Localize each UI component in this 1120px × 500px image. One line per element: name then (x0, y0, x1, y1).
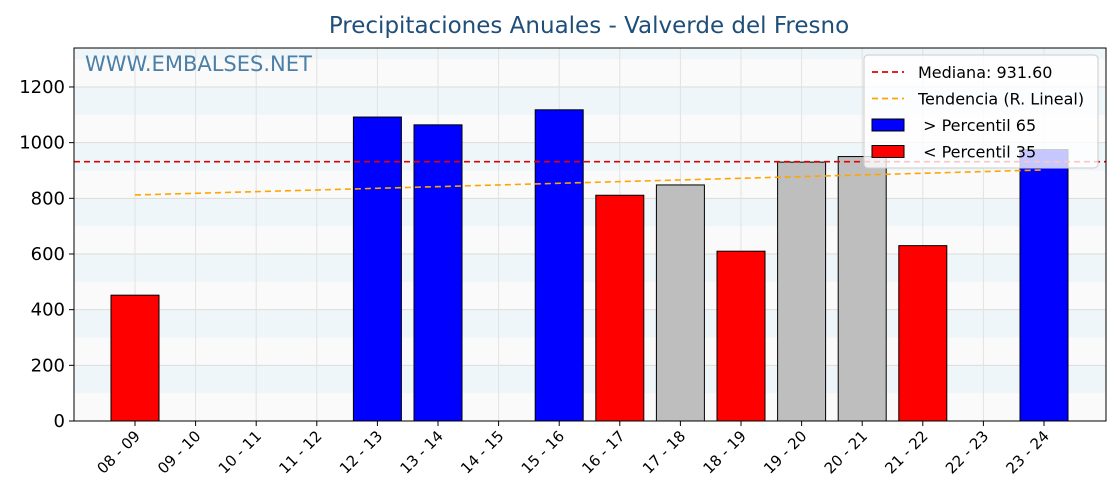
x-tick-label: 11 - 12 (275, 427, 325, 477)
y-tick-label: 0 (54, 411, 65, 432)
x-tick-label: 19 - 20 (760, 427, 810, 477)
x-tick-label: 15 - 16 (518, 427, 568, 477)
x-axis: 08 - 09 09 - 10 10 - 11 11 - 12 12 - 13 13 - … (94, 421, 1053, 477)
legend-label-median: Mediana: 931.60 (918, 63, 1052, 82)
watermark-text: WWW.EMBALSES.NET (85, 52, 312, 76)
x-tick-label: 20 - 21 (821, 427, 871, 477)
y-tick-label: 1000 (19, 133, 65, 154)
bar-16-17 (595, 194, 645, 422)
y-tick-label: 200 (31, 355, 65, 376)
bar-08-09 (110, 294, 160, 422)
x-tick-label: 09 - 10 (154, 427, 204, 477)
x-tick-label: 21 - 22 (881, 427, 931, 477)
legend-box (863, 54, 1099, 169)
legend-label-high: > Percentil 65 (918, 116, 1036, 135)
bar-15-16 (534, 109, 584, 422)
bar-18-19 (716, 250, 766, 422)
y-tick-label: 1200 (19, 77, 65, 98)
x-tick-label: 16 - 17 (578, 427, 628, 477)
legend-label-trend: Tendencia (R. Lineal) (917, 90, 1084, 109)
bar-20-21 (837, 156, 887, 422)
bar-23-24 (1019, 149, 1069, 422)
y-tick-label: 600 (31, 244, 65, 265)
bar-17-18 (655, 184, 705, 422)
bar-19-20 (777, 161, 827, 422)
y-axis: 0 200 400 600 800 1000 1200 (19, 77, 74, 432)
x-tick-label: 13 - 14 (397, 427, 447, 477)
y-tick-label: 400 (31, 300, 65, 321)
background-band (74, 309, 1106, 338)
plot-frame (73, 47, 1107, 422)
x-tick-label: 23 - 24 (1003, 427, 1053, 477)
x-tick-label: 18 - 19 (700, 427, 750, 477)
x-tick-label: 12 - 13 (336, 427, 386, 477)
legend: Mediana: 931.60 Tendencia (R. Lineal) > P… (863, 54, 1099, 169)
x-tick-label: 17 - 18 (639, 427, 689, 477)
background-band (74, 365, 1106, 394)
legend-label-low: < Percentil 35 (918, 143, 1036, 162)
background-band (74, 198, 1106, 227)
x-tick-label: 22 - 23 (942, 427, 992, 477)
legend-marker-high (871, 118, 905, 132)
bar-21-22 (898, 245, 948, 422)
x-tick-label: 08 - 09 (94, 427, 144, 477)
legend-marker-low (871, 145, 905, 158)
background-band (74, 253, 1106, 282)
background-band (74, 48, 1106, 60)
y-tick-label: 800 (31, 188, 65, 209)
x-tick-label: 14 - 15 (457, 427, 507, 477)
trend-line (134, 169, 1045, 196)
bars-group (110, 109, 1069, 422)
bar-12-13 (352, 116, 402, 422)
chart-title: Precipitaciones Anuales - Valverde del F… (329, 13, 849, 39)
x-tick-label: 10 - 11 (215, 427, 265, 477)
bar-13-14 (413, 124, 463, 422)
